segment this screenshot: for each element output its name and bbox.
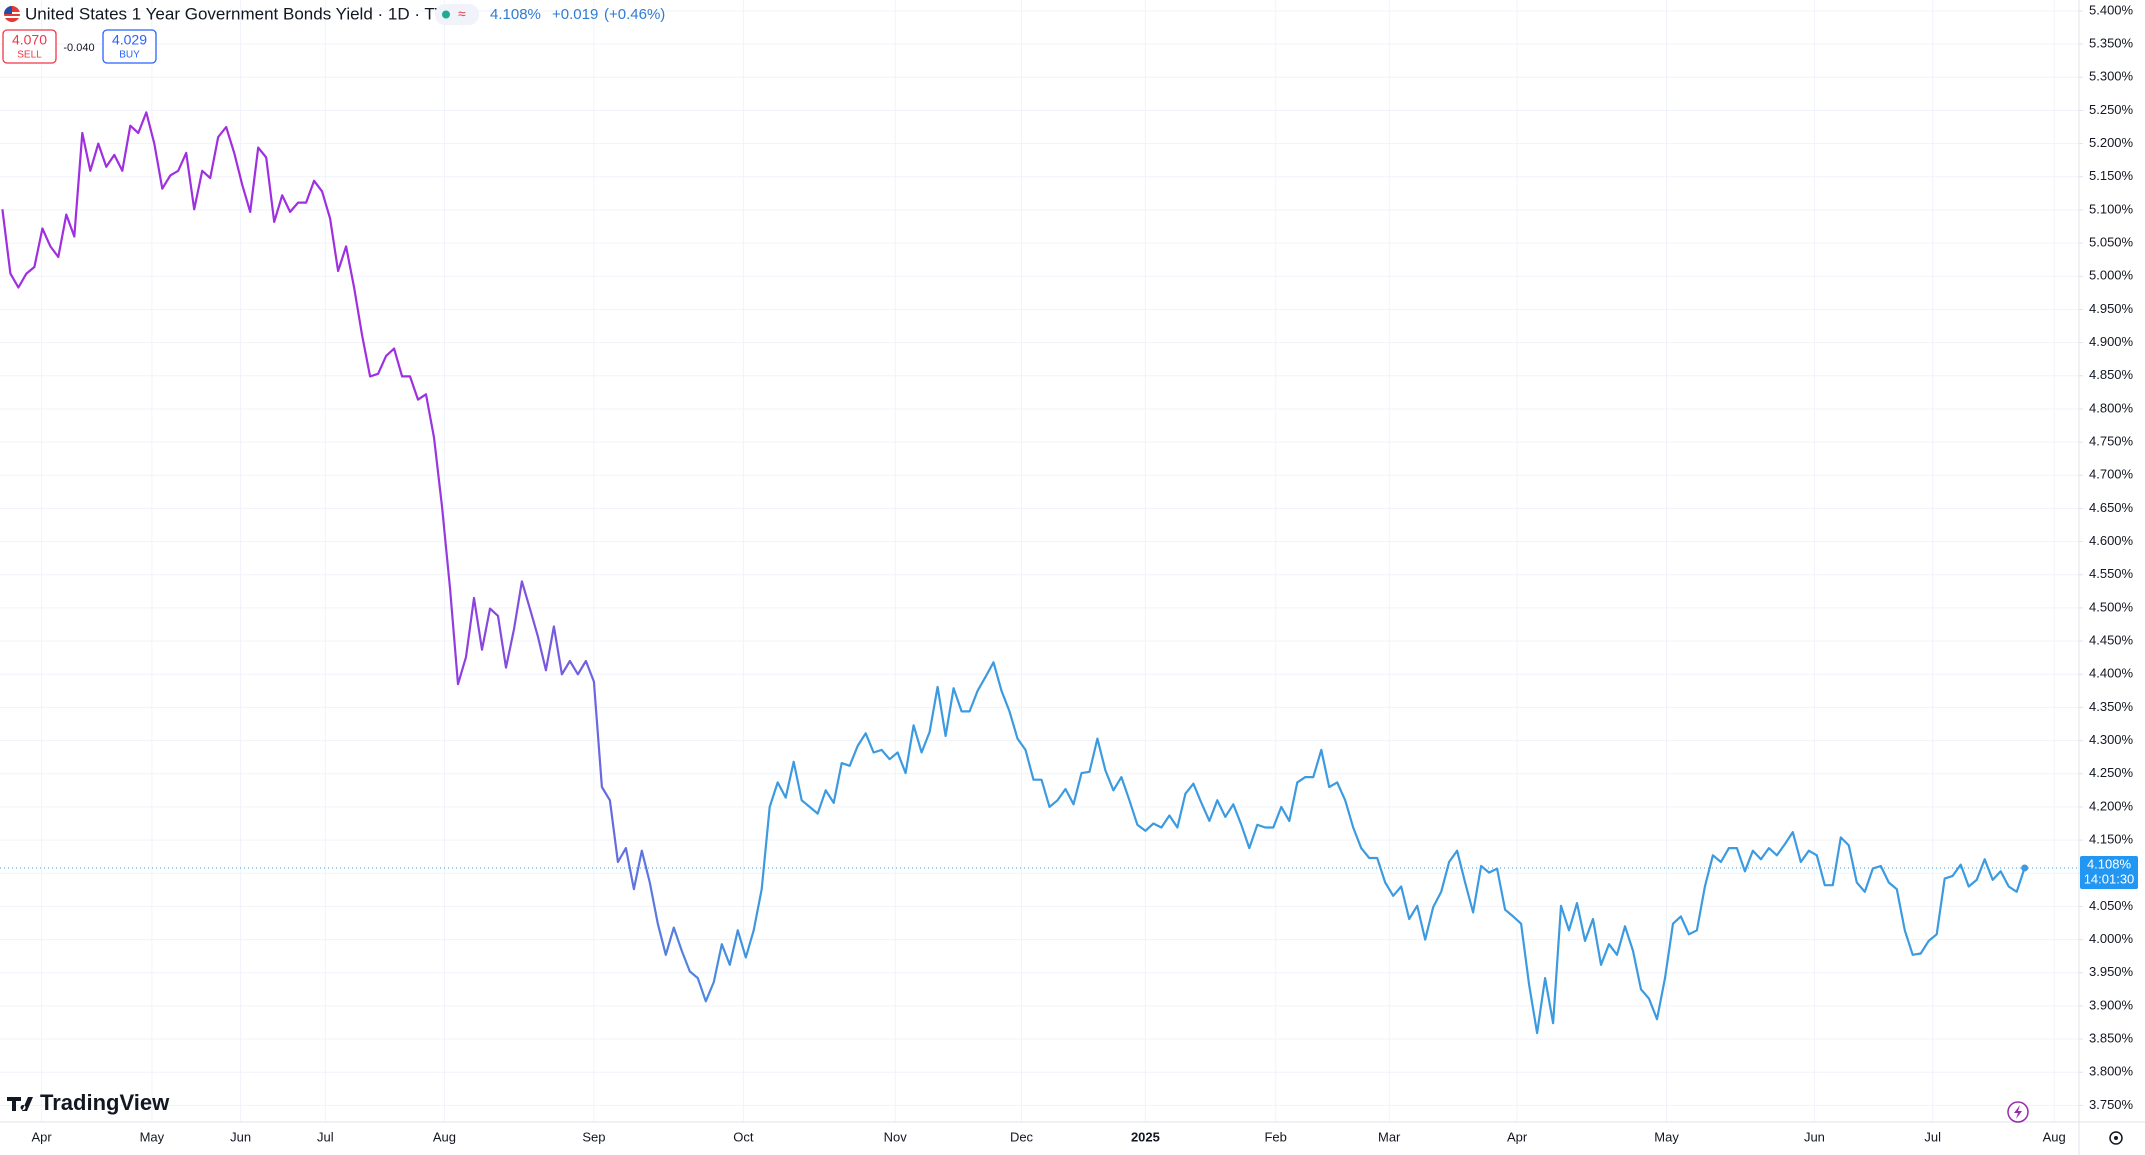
header: United States 1 Year Government Bonds Yi… xyxy=(2,4,665,64)
spread: -0.040 xyxy=(63,42,94,54)
y-tick-label: 5.000% xyxy=(2089,268,2134,283)
logo-text[interactable]: TradingView xyxy=(40,1090,170,1115)
x-tick-label: Aug xyxy=(433,1129,456,1144)
last-price: 4.108% xyxy=(490,6,541,23)
y-tick-label: 5.400% xyxy=(2089,2,2134,17)
y-tick-label: 4.900% xyxy=(2089,334,2134,349)
y-tick-label: 4.450% xyxy=(2089,633,2134,648)
x-tick-label: 2025 xyxy=(1131,1129,1160,1144)
y-tick-label: 3.950% xyxy=(2089,964,2134,979)
buy-price[interactable]: 4.029 xyxy=(112,32,147,48)
y-tick-label: 4.550% xyxy=(2089,566,2134,581)
x-tick-label: Aug xyxy=(2043,1129,2066,1144)
price-label-box xyxy=(2080,855,2138,889)
x-tick-label: Mar xyxy=(1378,1129,1401,1144)
y-tick-label: 3.850% xyxy=(2089,1031,2134,1046)
x-tick-label: Jun xyxy=(230,1129,251,1144)
y-tick-label: 4.800% xyxy=(2089,400,2134,415)
y-tick-label: 4.050% xyxy=(2089,898,2134,913)
x-tick-label: Jul xyxy=(1924,1129,1941,1144)
grid xyxy=(0,0,2079,1122)
x-tick-label: Dec xyxy=(1010,1129,1034,1144)
y-tick-label: 4.750% xyxy=(2089,434,2134,449)
y-tick-label: 4.950% xyxy=(2089,301,2134,316)
x-tick-label: Feb xyxy=(1264,1129,1286,1144)
y-tick-label: 4.000% xyxy=(2089,931,2134,946)
x-tick-label: Jun xyxy=(1804,1129,1825,1144)
x-tick-label: Oct xyxy=(733,1129,754,1144)
status-pill[interactable] xyxy=(435,4,479,25)
y-tick-label: 5.300% xyxy=(2089,69,2134,84)
buy-label[interactable]: BUY xyxy=(119,50,140,61)
y-tick-label: 4.300% xyxy=(2089,732,2134,747)
y-tick-label: 5.200% xyxy=(2089,135,2134,150)
y-tick-label: 4.650% xyxy=(2089,500,2134,515)
tradingview-logo[interactable]: TradingView xyxy=(7,1090,170,1115)
y-tick-label: 5.100% xyxy=(2089,201,2134,216)
y-tick-label: 4.500% xyxy=(2089,599,2134,614)
y-tick-label: 5.250% xyxy=(2089,102,2134,117)
y-tick-label: 3.750% xyxy=(2089,1097,2134,1112)
y-tick-label: 5.350% xyxy=(2089,36,2134,51)
axes: 3.750% 3.800% 3.850% 3.900% 3.950% 4.000% 4.05… xyxy=(31,2,2138,1144)
y-tick-label: 4.400% xyxy=(2089,666,2134,681)
y-tick-label: 5.050% xyxy=(2089,235,2134,250)
y-tick-label: 4.150% xyxy=(2089,832,2134,847)
symbol-title[interactable]: United States 1 Year Government Bonds Yi… xyxy=(25,4,458,23)
lightning-button[interactable] xyxy=(2007,1101,2029,1123)
price-label: 4.108% xyxy=(2087,856,2132,871)
yield-line xyxy=(1,111,2026,1035)
x-tick-label: Apr xyxy=(31,1129,52,1144)
sell-price[interactable]: 4.070 xyxy=(12,32,47,48)
buy-box[interactable] xyxy=(102,29,157,64)
x-tick-label: Apr xyxy=(1507,1129,1528,1144)
price-change-percent: (+0.46%) xyxy=(604,6,665,23)
x-tick-label: Nov xyxy=(884,1129,908,1144)
x-tick-label: May xyxy=(140,1129,165,1144)
y-tick-label: 4.250% xyxy=(2089,765,2134,780)
flag-icon xyxy=(4,6,20,22)
y-tick-label: 4.700% xyxy=(2089,467,2134,482)
sell-box[interactable] xyxy=(2,29,57,64)
settings-button[interactable] xyxy=(2109,1131,2123,1145)
sell-label[interactable]: SELL xyxy=(17,50,42,61)
y-tick-label: 3.800% xyxy=(2089,1064,2134,1079)
y-tick-label: 3.900% xyxy=(2089,997,2134,1012)
delayed-icon: ≈ xyxy=(458,6,466,22)
market-open-dot xyxy=(442,10,450,19)
y-tick-label: 4.200% xyxy=(2089,798,2134,813)
last-point xyxy=(2021,864,2029,872)
y-tick-label: 4.850% xyxy=(2089,367,2134,382)
countdown-label: 14:01:30 xyxy=(2084,871,2135,886)
price-change: +0.019 xyxy=(552,6,598,23)
sell-button[interactable]: 4.070 SELL xyxy=(2,29,57,64)
x-tick-label: Jul xyxy=(317,1129,334,1144)
y-tick-label: 5.150% xyxy=(2089,168,2134,183)
y-tick-label: 4.350% xyxy=(2089,699,2134,714)
plot xyxy=(0,111,2079,1035)
x-tick-label: Sep xyxy=(582,1129,605,1144)
y-tick-label: 4.600% xyxy=(2089,533,2134,548)
x-tick-label: May xyxy=(1654,1129,1679,1144)
buy-button[interactable]: 4.029 BUY xyxy=(102,29,157,64)
